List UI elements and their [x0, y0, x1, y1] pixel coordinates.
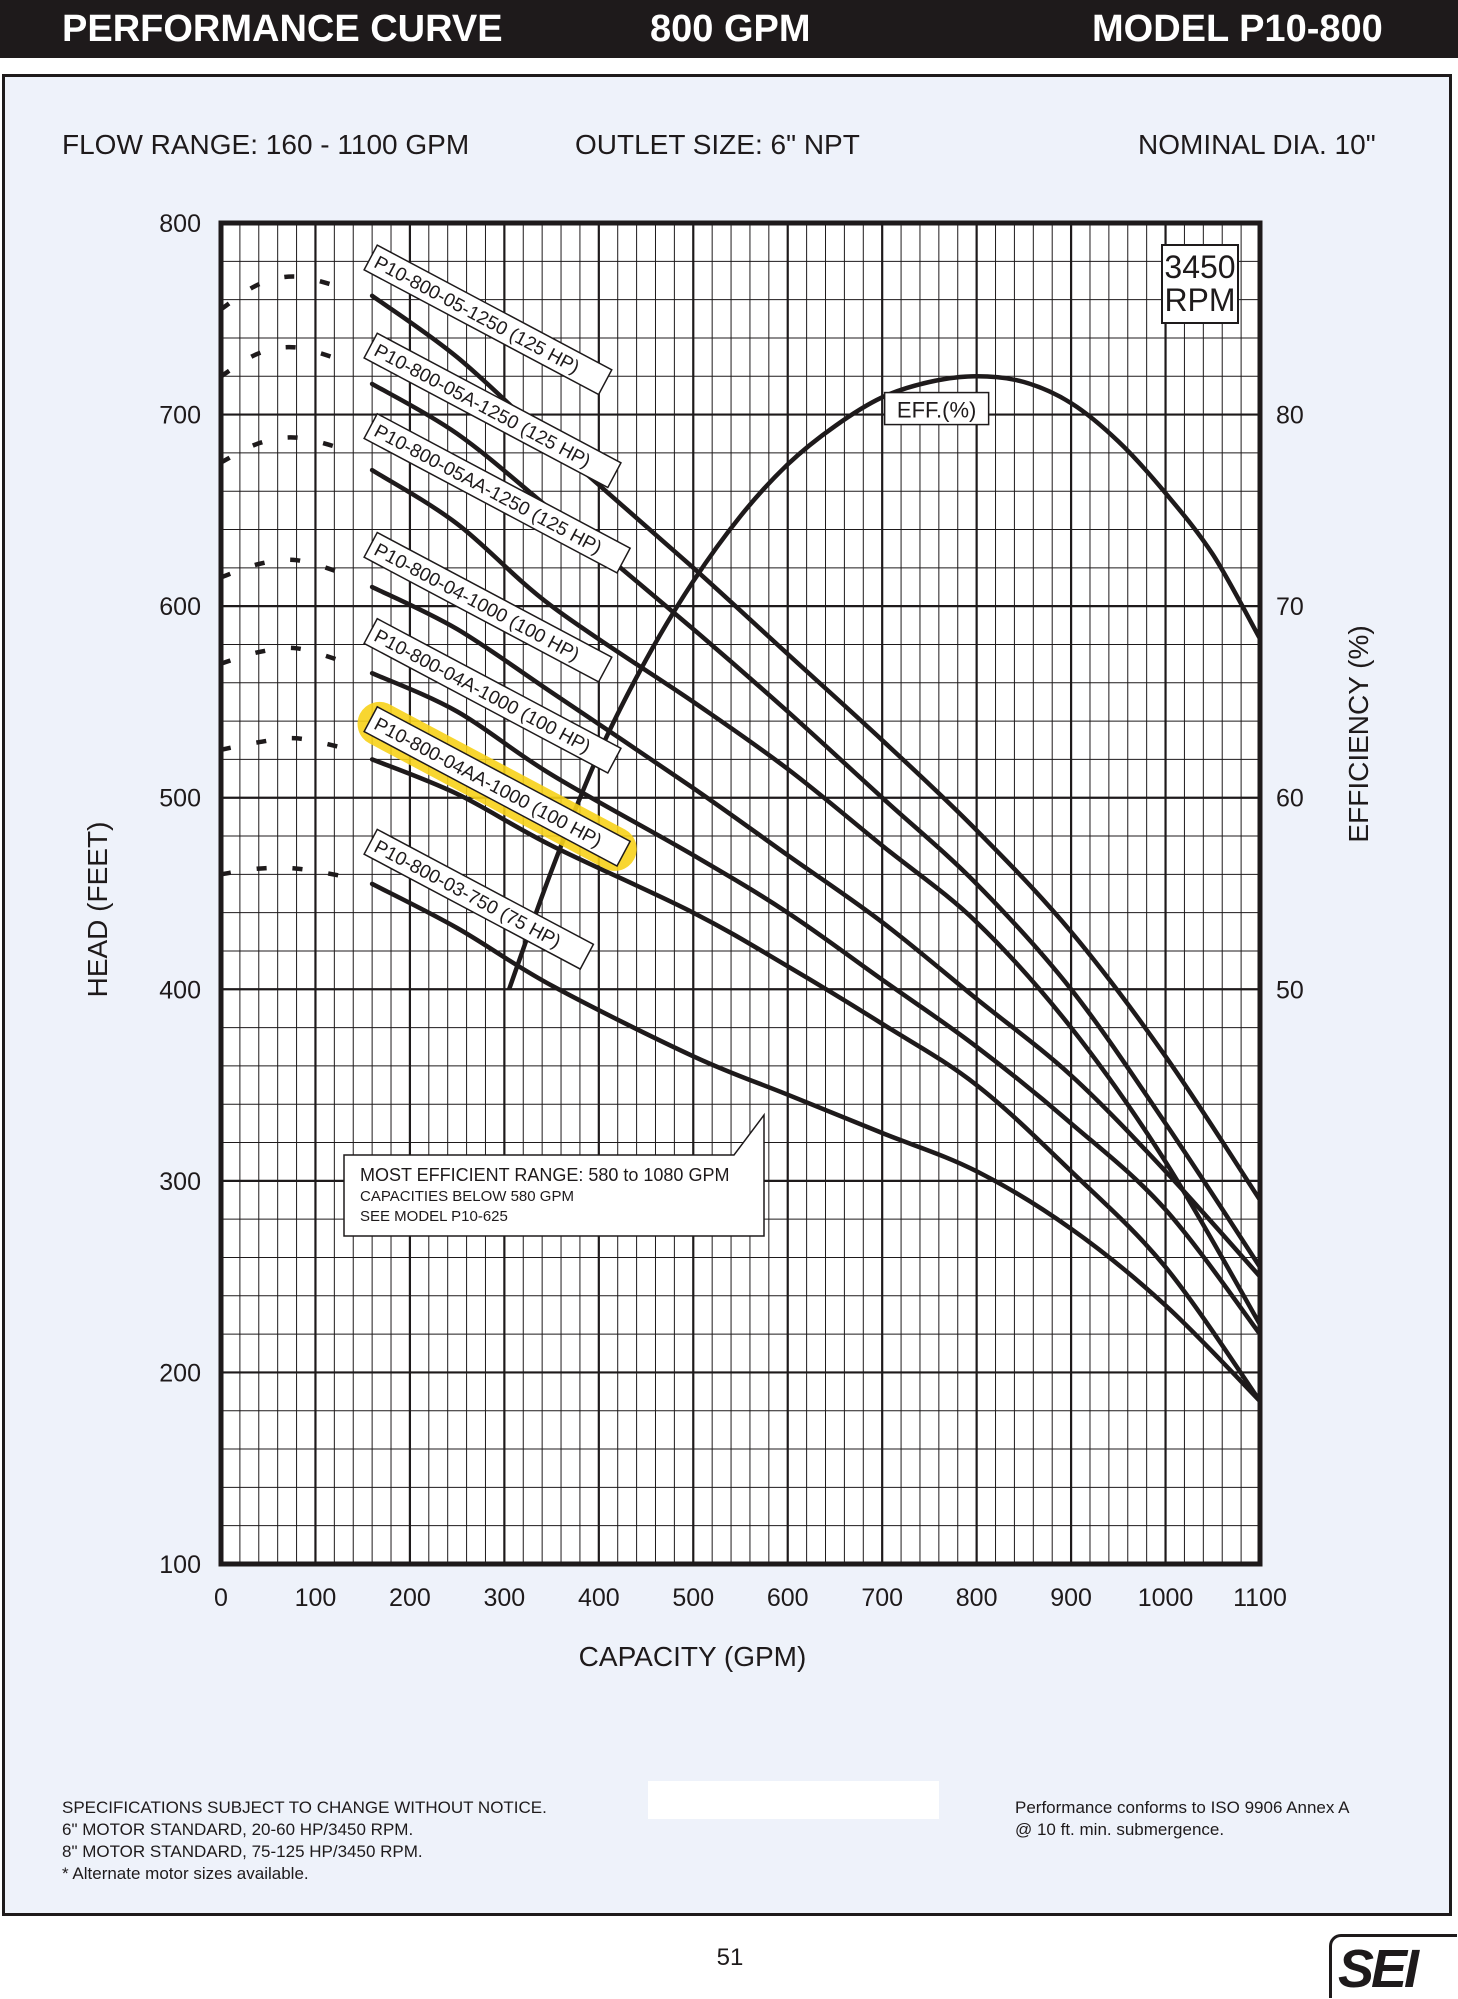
label-box [363, 531, 613, 683]
nominal-dia-label: NOMINAL DIA. 10" [1138, 129, 1376, 160]
x-tick-label: 600 [767, 1584, 809, 1612]
x-tick-label: 200 [389, 1584, 431, 1612]
head-curve [369, 881, 1263, 1404]
page-number: 51 [716, 1944, 744, 1971]
label-box [363, 617, 622, 774]
footer-right-line-1: Performance conforms to ISO 9906 Annex A [1015, 1798, 1350, 1817]
annotation-text: CAPACITIES BELOW 580 GPM [360, 1188, 574, 1205]
head-curve [369, 467, 1263, 1327]
rpm-text: 3450 [1164, 249, 1235, 285]
x-tick-label: 400 [578, 1584, 620, 1612]
eff-label: EFF.(%) [897, 398, 976, 423]
y2-tick-label: 80 [1276, 402, 1304, 430]
head-curve [369, 381, 1263, 1270]
y-tick-label: 200 [159, 1359, 201, 1387]
plot-frame [218, 220, 1263, 1567]
x-tick-label: 900 [1050, 1584, 1092, 1612]
footer-left-line-1: SPECIFICATIONS SUBJECT TO CHANGE WITHOUT… [62, 1798, 547, 1817]
logo-text: SEI [1338, 1939, 1419, 1998]
head-curve [369, 670, 1263, 1337]
sei-logo: SEI [1329, 1934, 1457, 1998]
y-tick-label: 100 [159, 1551, 201, 1579]
y2-tick-label: 60 [1276, 785, 1304, 813]
curves [219, 274, 1263, 1404]
shutoff-dashed-curve [219, 344, 345, 379]
y2-axis-title: EFFICIENCY (%) [1343, 625, 1374, 842]
shutoff-dashed-curve [219, 274, 345, 312]
x-tick-label: 1100 [1233, 1584, 1287, 1612]
blank-box [648, 1781, 939, 1819]
model-title: MODEL P10-800 [1092, 8, 1383, 50]
y-tick-label: 500 [159, 785, 201, 813]
y-tick-label: 400 [159, 976, 201, 1004]
annotation-box [343, 1112, 765, 1237]
x-tick-label: 800 [956, 1584, 998, 1612]
footer-left-line-4: * Alternate motor sizes available. [62, 1864, 309, 1883]
rpm-text: RPM [1164, 282, 1235, 318]
flow-range-label: FLOW RANGE: 160 - 1100 GPM [62, 129, 470, 160]
title-bar: PERFORMANCE CURVE 800 GPM MODEL P10-800 [0, 0, 1458, 58]
footer-right-line-2: @ 10 ft. min. submergence. [1015, 1820, 1225, 1839]
x-tick-label: 300 [484, 1584, 526, 1612]
y-axis-title: HEAD (FEET) [82, 822, 113, 998]
y-tick-label: 300 [159, 1168, 201, 1196]
flow-title: 800 GPM [650, 8, 811, 50]
x-tick-label: 0 [214, 1584, 228, 1612]
label-box [363, 332, 622, 489]
label-box [363, 828, 595, 971]
axes: 0 100 200 300 400 500 600 700 800 900 1000 1100 100 2… [82, 210, 1374, 1672]
outlet-size-label: OUTLET SIZE: 6" NPT [575, 129, 860, 160]
label-box [363, 244, 613, 396]
head-curve [369, 584, 1263, 1279]
x-tick-label: 100 [295, 1584, 337, 1612]
y-tick-label: 600 [159, 593, 201, 621]
rpm-box [1161, 244, 1239, 324]
x-tick-label: 700 [861, 1584, 903, 1612]
label-box [363, 705, 632, 868]
label-box [363, 412, 632, 574]
x-axis-title: CAPACITY (GPM) [579, 1641, 807, 1672]
annotation-text: MOST EFFICIENT RANGE: 580 to 1080 GPM [360, 1165, 729, 1185]
annotation-text: SEE MODEL P10-625 [360, 1208, 508, 1225]
x-tick-label: 500 [672, 1584, 714, 1612]
footer-left-line-3: 8" MOTOR STANDARD, 75-125 HP/3450 RPM. [62, 1842, 423, 1861]
y2-tick-label: 50 [1276, 976, 1304, 1004]
x-tick-label: 1000 [1138, 1584, 1194, 1612]
y-tick-label: 700 [159, 402, 201, 430]
footer-left-line-2: 6" MOTOR STANDARD, 20-60 HP/3450 RPM. [62, 1820, 414, 1839]
page-title: PERFORMANCE CURVE [62, 8, 503, 50]
eff-label-box [883, 391, 990, 426]
y2-tick-label: 70 [1276, 593, 1304, 621]
head-curve [369, 757, 1263, 1404]
y-tick-label: 800 [159, 210, 201, 238]
